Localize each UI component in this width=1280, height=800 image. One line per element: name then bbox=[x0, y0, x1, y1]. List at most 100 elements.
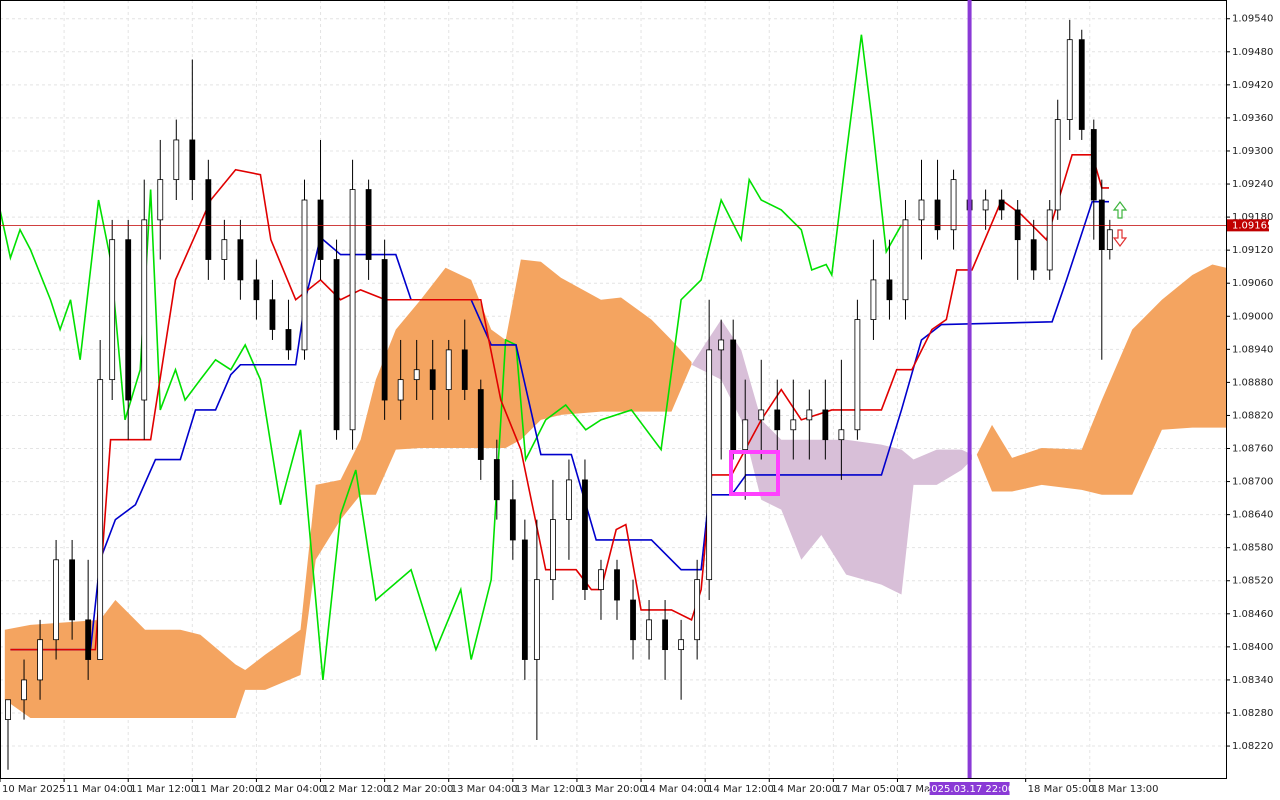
candle-body bbox=[806, 409, 813, 421]
y-tick-label: 1.09540 bbox=[1232, 14, 1273, 25]
candle-body bbox=[37, 639, 43, 681]
candle-body bbox=[509, 499, 516, 541]
candles bbox=[5, 19, 1113, 770]
candle-body bbox=[533, 579, 540, 660]
candle-body bbox=[317, 199, 324, 260]
candle-body bbox=[157, 179, 164, 221]
candle-body bbox=[301, 199, 308, 351]
candle-body bbox=[950, 179, 957, 231]
candle-body bbox=[365, 189, 372, 260]
indicator-line bbox=[10, 200, 1110, 651]
candle-body bbox=[854, 319, 861, 431]
indicator-line bbox=[10, 154, 1110, 651]
candle-body bbox=[69, 559, 76, 621]
current-price-label: 1.09165 bbox=[1232, 220, 1273, 231]
clouds bbox=[4, 259, 1226, 718]
x-tick-label: 13 Mar 12:00 bbox=[515, 784, 582, 795]
vertical-line-box bbox=[929, 782, 1010, 795]
x-tick-label: 14 Mar 04:00 bbox=[643, 784, 710, 795]
candle-body bbox=[477, 389, 484, 460]
candle-body bbox=[1030, 239, 1037, 271]
y-tick-label: 1.09180 bbox=[1232, 212, 1273, 223]
candle-body bbox=[730, 339, 737, 451]
candle-body bbox=[870, 279, 877, 320]
x-tick-label: 12 Mar 04:00 bbox=[258, 784, 325, 795]
candle-body bbox=[173, 139, 180, 181]
candle-body bbox=[630, 599, 636, 641]
candle-body bbox=[774, 409, 781, 431]
y-tick-label: 1.08820 bbox=[1232, 410, 1273, 421]
current-price-box bbox=[1227, 219, 1269, 232]
x-tick-label: 17 Mar bbox=[899, 784, 935, 795]
candle-body bbox=[1054, 119, 1061, 211]
candle-body bbox=[429, 369, 436, 390]
candle-body bbox=[141, 219, 148, 401]
candle-body bbox=[742, 419, 749, 451]
y-tick-label: 1.08400 bbox=[1232, 642, 1273, 653]
candle-body bbox=[1046, 209, 1053, 271]
candle-body bbox=[1014, 209, 1021, 241]
up-arrow bbox=[1112, 201, 1128, 219]
x-tick-label: 14 Mar 20:00 bbox=[771, 784, 838, 795]
x-tick-label: 10 Mar 2025 bbox=[2, 784, 65, 795]
x-tick-label: 18 Mar 05:00 bbox=[1028, 784, 1095, 795]
candle-body bbox=[1078, 39, 1085, 130]
highlight-box bbox=[729, 450, 780, 496]
candle-body bbox=[333, 259, 340, 431]
candle-body bbox=[902, 219, 909, 301]
candle-body bbox=[934, 199, 941, 231]
candle-body bbox=[758, 409, 765, 421]
candle-body bbox=[445, 349, 452, 390]
x-tick-label: 11 Mar 04:00 bbox=[66, 784, 133, 795]
y-tick-label: 1.08760 bbox=[1232, 444, 1273, 455]
y-tick-label: 1.09420 bbox=[1232, 80, 1273, 91]
candle-body bbox=[381, 259, 388, 401]
candle-body bbox=[461, 349, 468, 390]
y-tick-label: 1.08520 bbox=[1232, 576, 1273, 587]
x-tick-label: 14 Mar 12:00 bbox=[707, 784, 774, 795]
y-tick-label: 1.08700 bbox=[1232, 477, 1273, 488]
y-tick-label: 1.09120 bbox=[1232, 245, 1273, 256]
y-tick-label: 1.08340 bbox=[1232, 675, 1273, 686]
candle-body bbox=[1106, 229, 1113, 250]
y-tick-label: 1.08940 bbox=[1232, 344, 1273, 355]
candle-body bbox=[21, 679, 27, 701]
candle-body bbox=[85, 619, 92, 660]
y-tick-label: 1.09240 bbox=[1232, 179, 1273, 190]
candle-body bbox=[269, 299, 276, 330]
overlay bbox=[729, 201, 1128, 496]
cloud bbox=[691, 319, 972, 595]
x-tick-label: 13 Mar 04:00 bbox=[451, 784, 518, 795]
candle-body bbox=[221, 239, 228, 260]
y-tick-label: 1.09000 bbox=[1232, 311, 1273, 322]
candle-body bbox=[998, 199, 1005, 211]
x-tick-label: 12 Mar 12:00 bbox=[323, 784, 390, 795]
candle-body bbox=[253, 279, 260, 301]
candle-body bbox=[582, 479, 588, 590]
candle-body bbox=[886, 279, 893, 301]
y-tick-label: 1.08640 bbox=[1232, 510, 1273, 521]
y-tick-label: 1.09300 bbox=[1232, 146, 1273, 157]
candle-body bbox=[550, 519, 556, 581]
candle-body bbox=[646, 619, 652, 641]
candle-body bbox=[493, 459, 500, 501]
y-tick-label: 1.09060 bbox=[1232, 278, 1273, 289]
candle-body bbox=[237, 239, 244, 281]
vertical-line-label: 2025.03.17 22:00 bbox=[925, 784, 1014, 795]
x-tick-label: 18 Mar 13:00 bbox=[1092, 784, 1159, 795]
candle-body bbox=[662, 619, 668, 651]
candle-body bbox=[566, 479, 572, 520]
x-tick-label: 13 Mar 20:00 bbox=[579, 784, 646, 795]
y-tick-label: 1.08460 bbox=[1232, 609, 1273, 620]
candle-body bbox=[413, 369, 420, 381]
candle-body bbox=[349, 189, 356, 431]
candle-body bbox=[189, 139, 196, 181]
y-tick-label: 1.09360 bbox=[1232, 113, 1273, 124]
candle-body bbox=[285, 329, 292, 351]
x-tick-label: 11 Mar 20:00 bbox=[194, 784, 261, 795]
candle-body bbox=[1066, 39, 1073, 120]
lines bbox=[0, 34, 1110, 681]
candle-body bbox=[614, 569, 620, 601]
